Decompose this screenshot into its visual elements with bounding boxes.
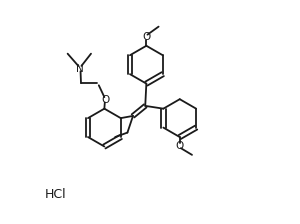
Text: O: O (142, 32, 151, 42)
Text: HCl: HCl (44, 188, 66, 201)
Text: O: O (101, 95, 110, 105)
Text: O: O (176, 140, 184, 151)
Text: N: N (76, 64, 84, 74)
